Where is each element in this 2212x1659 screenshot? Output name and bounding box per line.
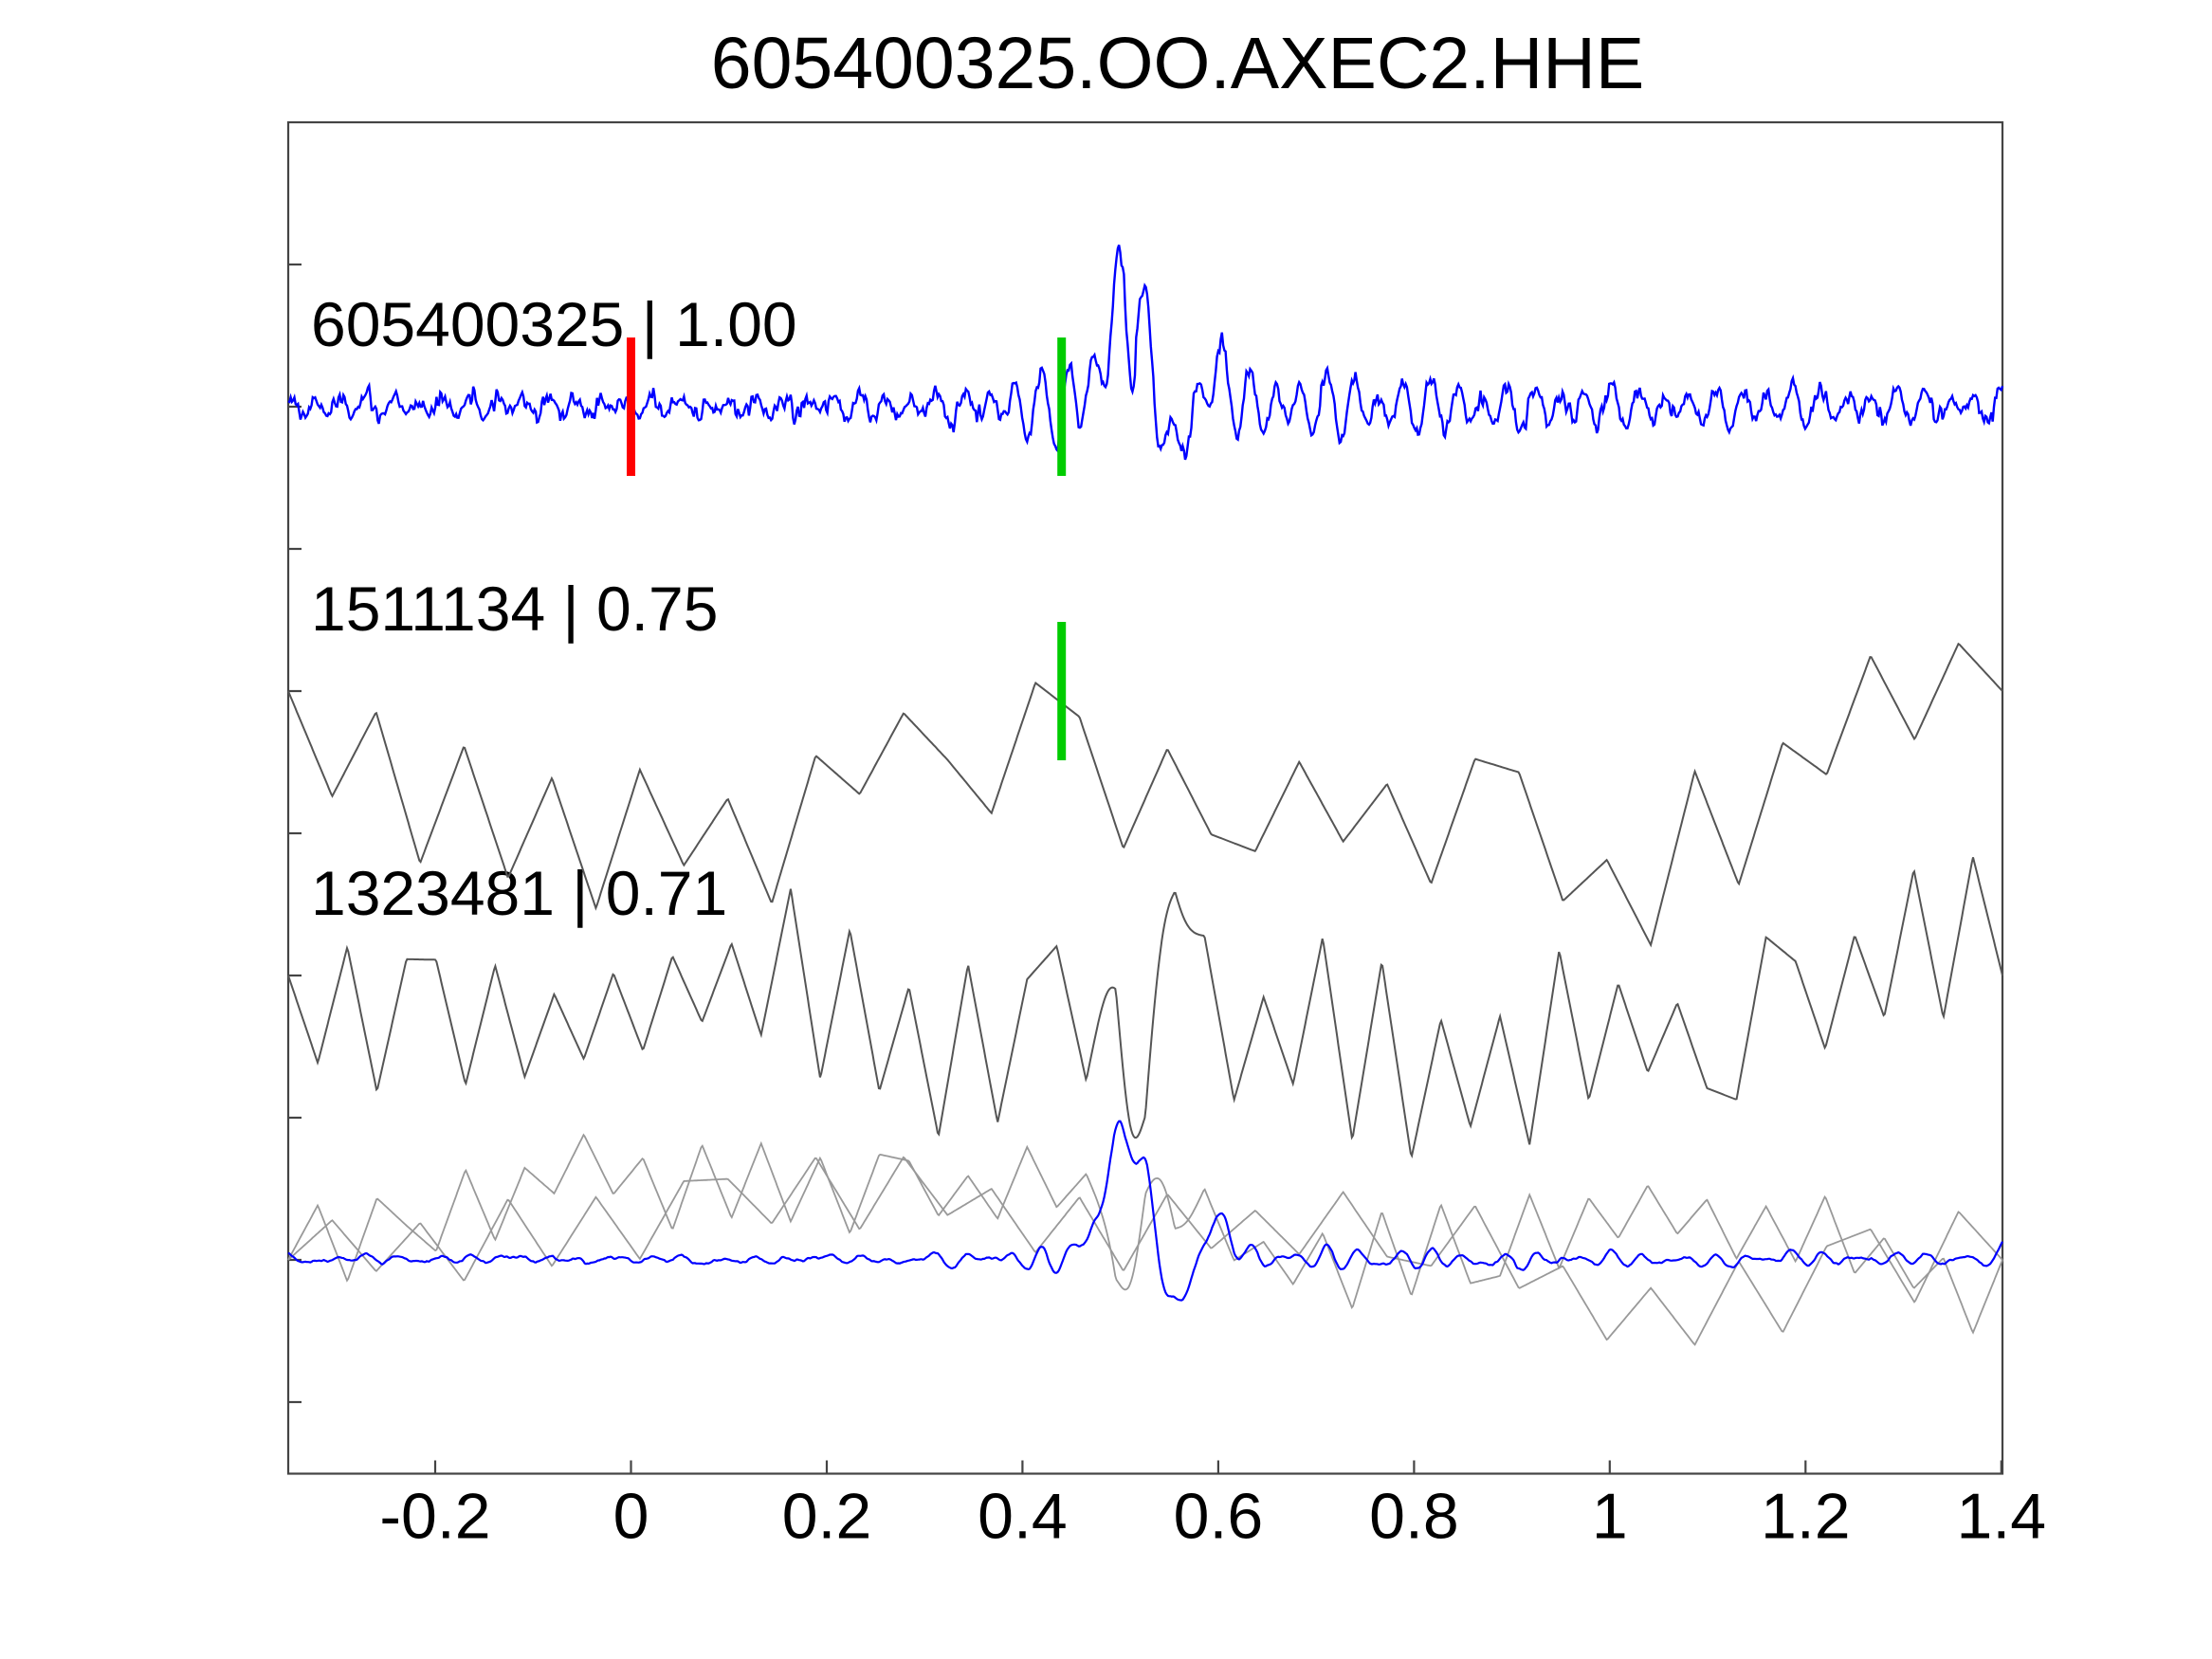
svg-text:0.2: 0.2 — [782, 1481, 872, 1553]
svg-text:605400325.OO.AXEC2.HHE: 605400325.OO.AXEC2.HHE — [711, 23, 1644, 104]
svg-text:0.4: 0.4 — [978, 1481, 1068, 1553]
svg-text:605400325 | 1.00: 605400325 | 1.00 — [311, 289, 797, 359]
svg-text:0.8: 0.8 — [1369, 1481, 1459, 1553]
svg-text:1: 1 — [1592, 1481, 1628, 1553]
svg-text:1511134 | 0.75: 1511134 | 0.75 — [311, 574, 718, 644]
svg-text:-0.2: -0.2 — [379, 1481, 490, 1553]
svg-text:0.6: 0.6 — [1174, 1481, 1264, 1553]
svg-text:1323481 | 0.71: 1323481 | 0.71 — [311, 858, 727, 928]
svg-text:0: 0 — [613, 1481, 649, 1553]
svg-text:1.4: 1.4 — [1957, 1481, 2047, 1553]
svg-text:1.2: 1.2 — [1761, 1481, 1851, 1553]
